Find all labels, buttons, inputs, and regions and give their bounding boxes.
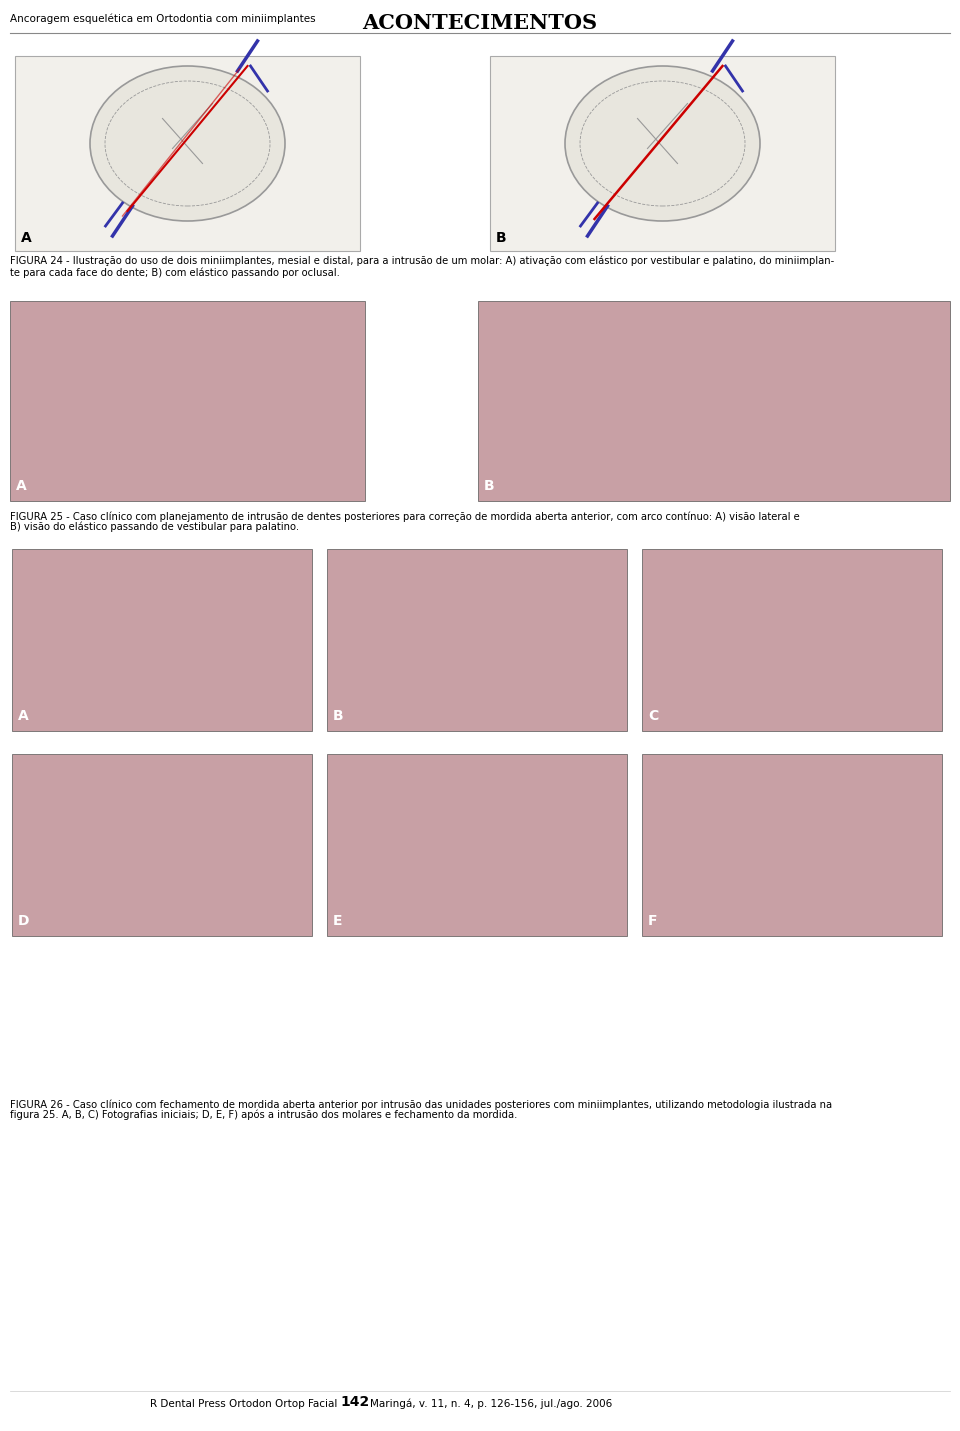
Text: B: B [333, 708, 344, 723]
Bar [12, 754, 312, 936]
Bar [327, 550, 627, 731]
Ellipse shape [90, 66, 285, 220]
Bar [490, 56, 835, 250]
Text: B: B [484, 479, 494, 494]
Text: FIGURA 24 - Ilustração do uso de dois miniimplantes, mesial e distal, para a int: FIGURA 24 - Ilustração do uso de dois mi… [10, 256, 834, 266]
Bar [12, 550, 312, 731]
Text: figura 25. A, B, C) Fotografias iniciais; D, E, F) após a intrusão dos molares e: figura 25. A, B, C) Fotografias iniciais… [10, 1110, 517, 1120]
Text: A: A [18, 708, 29, 723]
Bar [327, 754, 627, 936]
Text: Maringá, v. 11, n. 4, p. 126-156, jul./ago. 2006: Maringá, v. 11, n. 4, p. 126-156, jul./a… [370, 1398, 612, 1410]
Text: te para cada face do dente; B) com elástico passando por oclusal.: te para cada face do dente; B) com elást… [10, 268, 340, 278]
Text: A: A [16, 479, 27, 494]
Text: FIGURA 26 - Caso clínico com fechamento de mordida aberta anterior por intrusão : FIGURA 26 - Caso clínico com fechamento … [10, 1099, 832, 1109]
Text: C: C [648, 708, 659, 723]
Text: F: F [648, 914, 658, 927]
Text: B: B [496, 230, 507, 245]
Bar [10, 301, 365, 501]
Text: ACONTECIMENTOS: ACONTECIMENTOS [363, 13, 597, 33]
Text: A: A [21, 230, 32, 245]
Text: 142: 142 [340, 1395, 370, 1410]
Bar [642, 754, 942, 936]
Text: FIGURA 25 - Caso clínico com planejamento de intrusão de dentes posteriores para: FIGURA 25 - Caso clínico com planejament… [10, 511, 800, 521]
Bar [642, 550, 942, 731]
Text: D: D [18, 914, 30, 927]
Text: Ancoragem esquelética em Ortodontia com miniimplantes: Ancoragem esquelética em Ortodontia com … [10, 13, 316, 23]
Ellipse shape [565, 66, 760, 220]
Text: B) visão do elástico passando de vestibular para palatino.: B) visão do elástico passando de vestibu… [10, 522, 300, 532]
Text: E: E [333, 914, 343, 927]
Bar [15, 56, 360, 250]
Bar [478, 301, 950, 501]
Text: R Dental Press Ortodon Ortop Facial: R Dental Press Ortodon Ortop Facial [150, 1400, 337, 1410]
